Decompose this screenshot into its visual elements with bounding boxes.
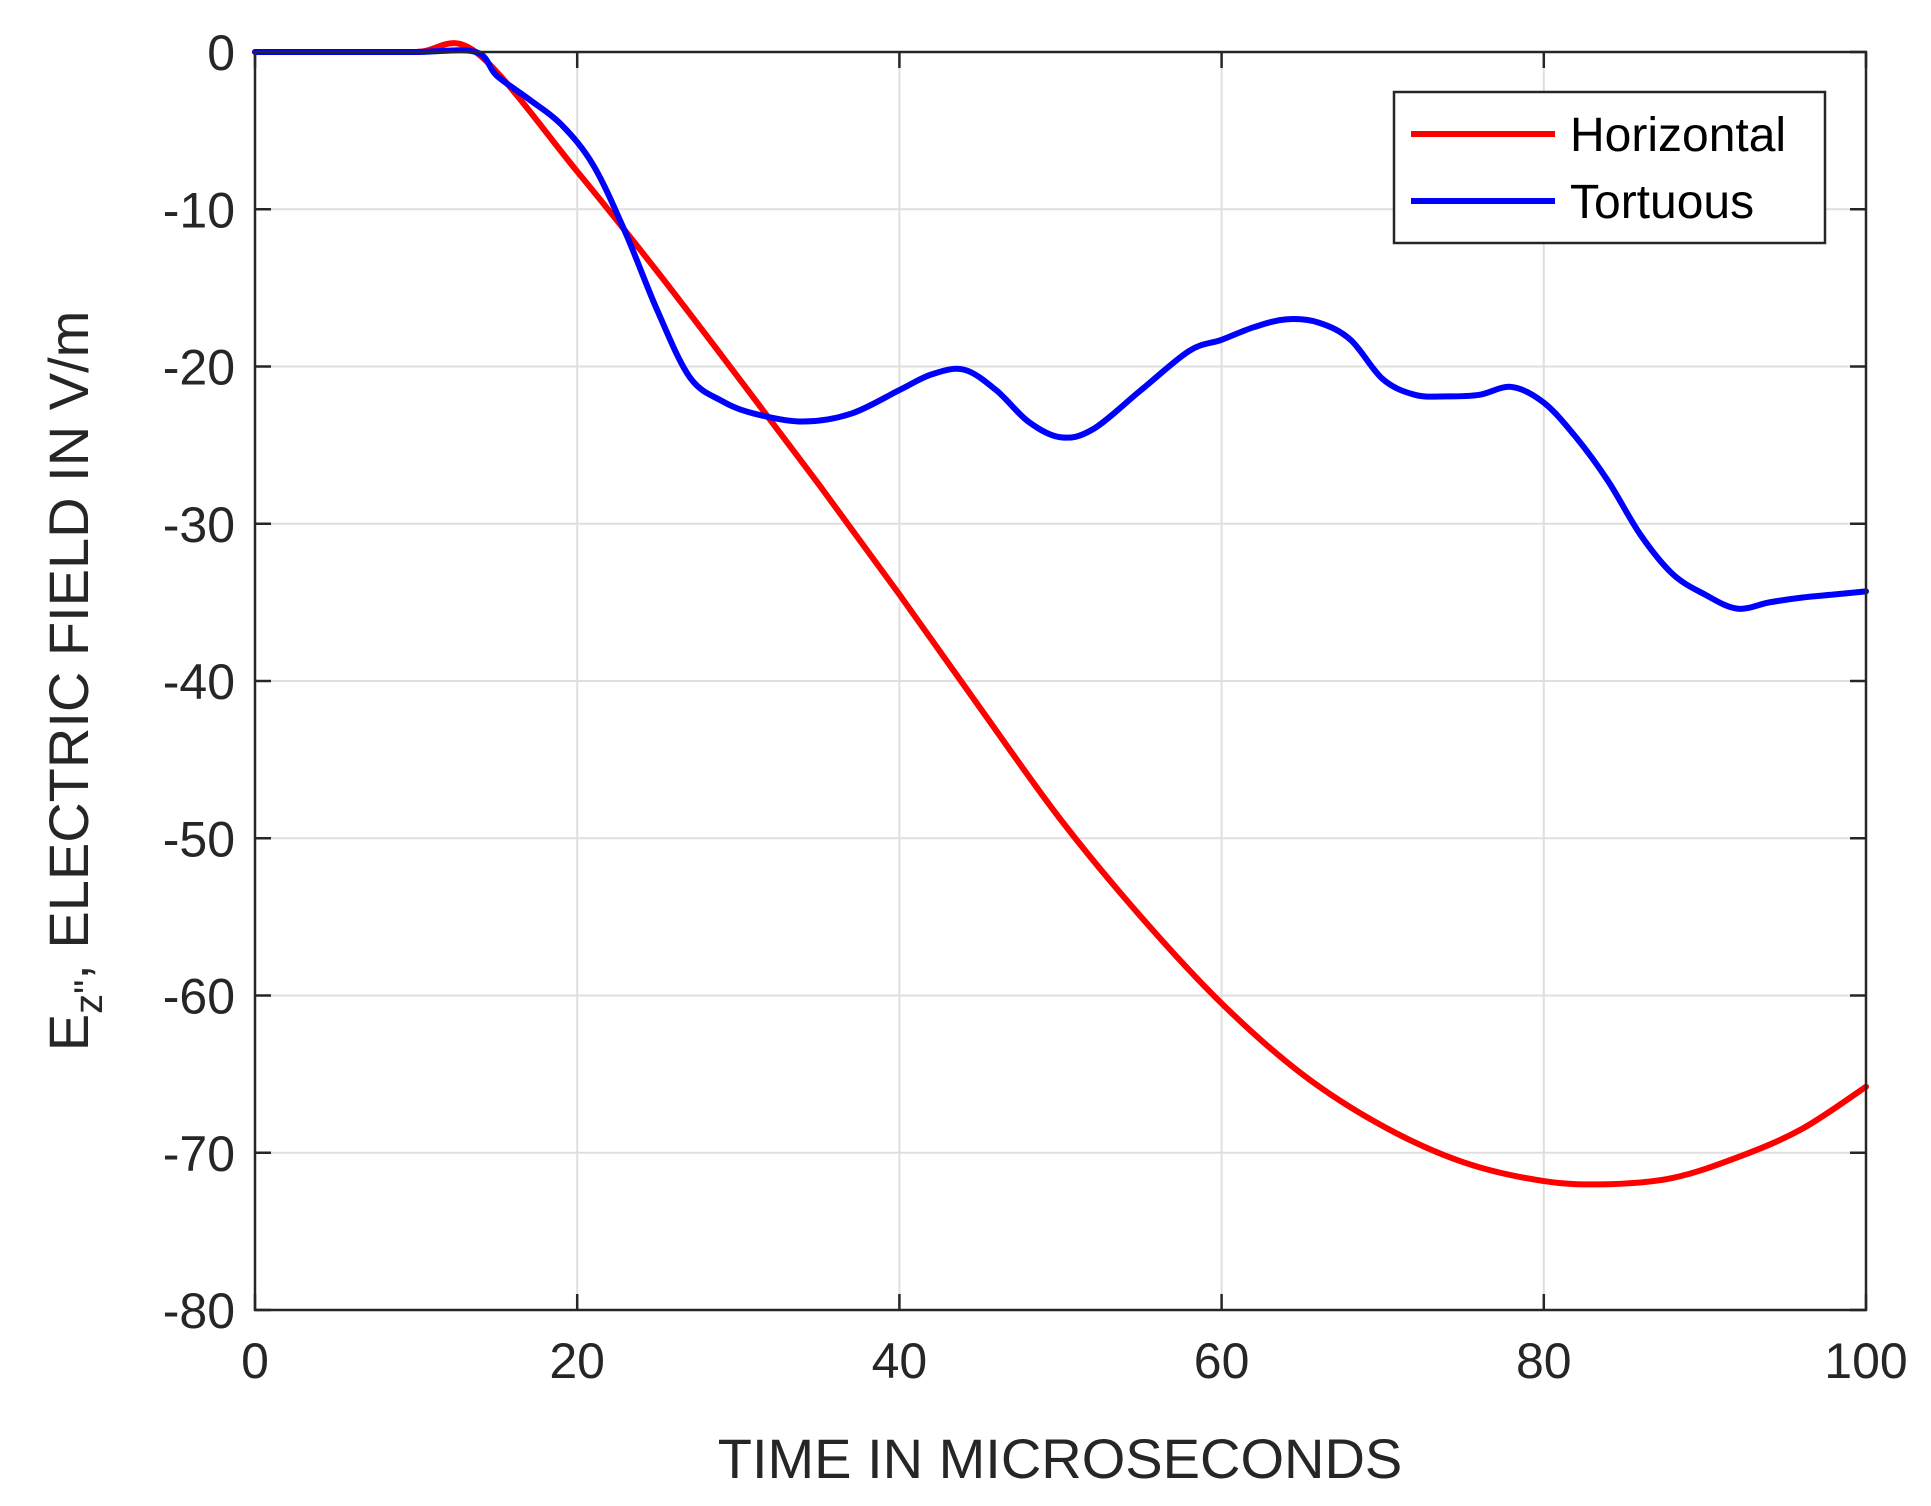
legend-box <box>1392 90 1827 245</box>
x-tick-labels: 0 20 40 60 80 100 <box>241 1333 1908 1389</box>
x-tick-label: 20 <box>549 1333 605 1389</box>
y-tick-label: -30 <box>163 497 235 553</box>
y-tick-label: 0 <box>207 25 235 81</box>
y-axis-title-suffix: , ELECTRIC FIELD IN V/m <box>37 311 100 980</box>
legend: Horizontal Tortuous <box>1392 90 1827 245</box>
y-axis-title: Ez", ELECTRIC FIELD IN V/m <box>37 311 111 1052</box>
x-axis-title: TIME IN MICROSECONDS <box>718 1427 1402 1490</box>
series-line-horizontal <box>252 40 1869 1188</box>
plot-frame <box>253 50 1868 1312</box>
x-tick-label: 80 <box>1516 1333 1572 1389</box>
y-tick-label: -20 <box>163 340 235 396</box>
series-line-tortuous <box>252 47 1869 612</box>
series-lines <box>252 40 1869 1188</box>
y-tick-label: -70 <box>163 1126 235 1182</box>
x-tick-label: 100 <box>1824 1333 1907 1389</box>
x-tick-label: 0 <box>241 1333 269 1389</box>
y-tick-label: -10 <box>163 182 235 238</box>
x-tick-label: 60 <box>1194 1333 1250 1389</box>
y-tick-labels: 0 -10 -20 -30 -40 -50 -60 -70 -80 <box>163 25 235 1339</box>
grid <box>255 52 1866 1310</box>
legend-label-tortuous: Tortuous <box>1570 176 1754 229</box>
y-tick-label: -40 <box>163 654 235 710</box>
x-tick-label: 40 <box>872 1333 928 1389</box>
legend-label-horizontal: Horizontal <box>1570 109 1786 162</box>
y-axis-title-base: E <box>37 1014 100 1051</box>
y-axis-title-subscript: z" <box>67 980 111 1014</box>
y-tick-label: -80 <box>163 1283 235 1339</box>
y-tick-label: -50 <box>163 811 235 867</box>
y-tick-label: -60 <box>163 969 235 1025</box>
